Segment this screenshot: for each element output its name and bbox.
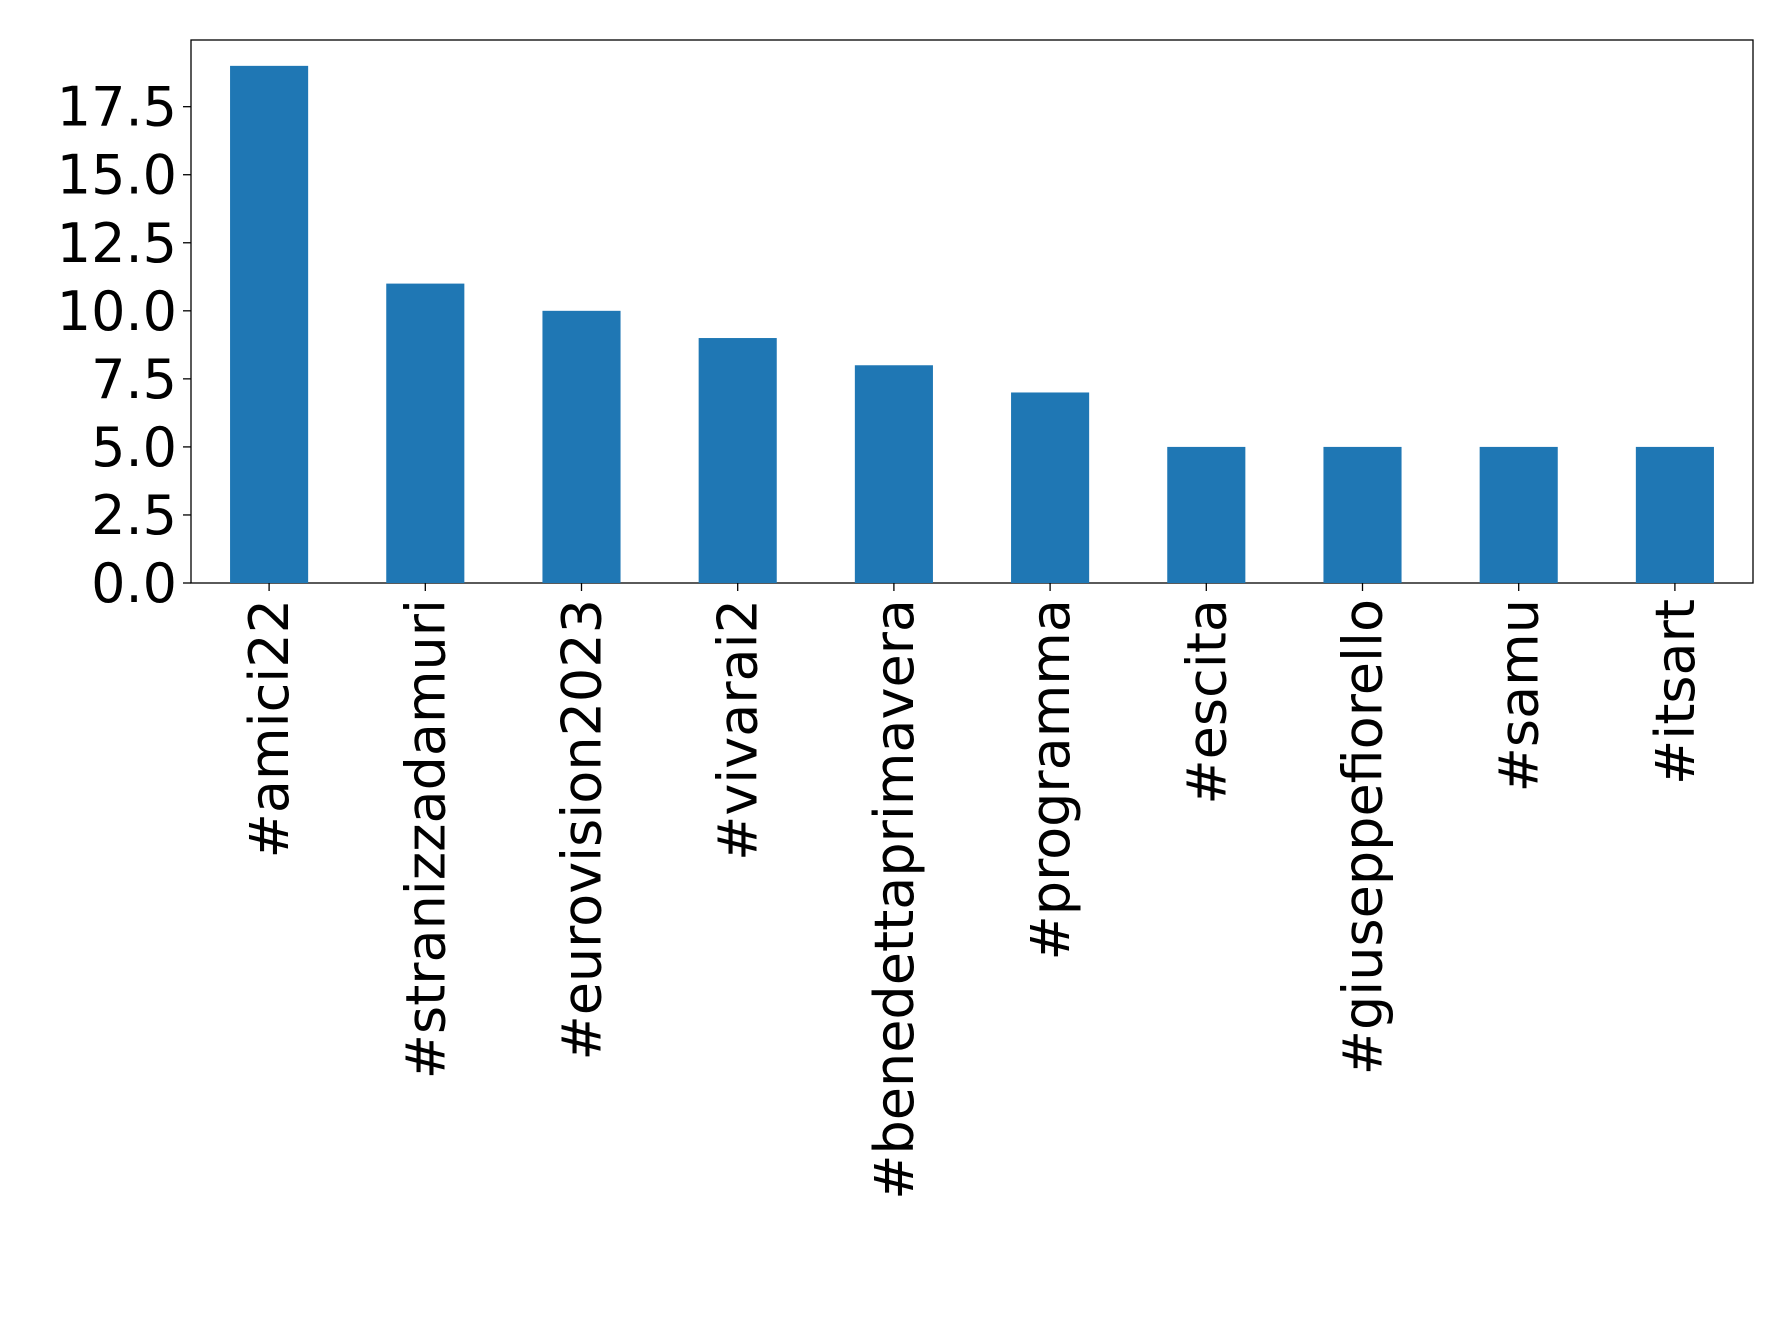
bar bbox=[542, 310, 621, 583]
bar bbox=[1635, 446, 1714, 583]
x-tick-label: #samu bbox=[1488, 599, 1551, 792]
x-tick-label: #programma bbox=[1019, 599, 1082, 960]
bar bbox=[386, 283, 465, 583]
axes-frame bbox=[190, 39, 1754, 584]
x-tick-label: #benedettaprimavera bbox=[863, 599, 926, 1200]
bar bbox=[1323, 446, 1402, 583]
y-tick-label: 2.5 bbox=[91, 484, 177, 547]
x-tick-label: #eurovision2023 bbox=[551, 599, 614, 1061]
bar bbox=[854, 365, 933, 583]
x-tick-label: #stranizzadamuri bbox=[394, 599, 457, 1079]
y-tick-label: 5.0 bbox=[91, 416, 177, 479]
x-tick-label: #giuseppefiorello bbox=[1332, 599, 1395, 1075]
y-tick-label: 12.5 bbox=[57, 212, 177, 275]
x-tick-label: #itsart bbox=[1644, 599, 1707, 785]
y-tick-label: 0.0 bbox=[91, 552, 177, 615]
x-tick-label: #vivarai2 bbox=[707, 599, 770, 861]
bar bbox=[230, 65, 309, 584]
y-tick-label: 10.0 bbox=[57, 280, 177, 343]
x-tick-label: #amici22 bbox=[238, 599, 301, 858]
bar bbox=[1011, 392, 1090, 583]
y-tick-label: 7.5 bbox=[91, 348, 177, 411]
bar bbox=[698, 338, 777, 583]
y-tick-label: 17.5 bbox=[57, 76, 177, 139]
x-tick-label: #escita bbox=[1175, 599, 1238, 805]
bar bbox=[1167, 446, 1246, 583]
bar bbox=[1479, 446, 1558, 583]
y-tick-label: 15.0 bbox=[57, 144, 177, 207]
